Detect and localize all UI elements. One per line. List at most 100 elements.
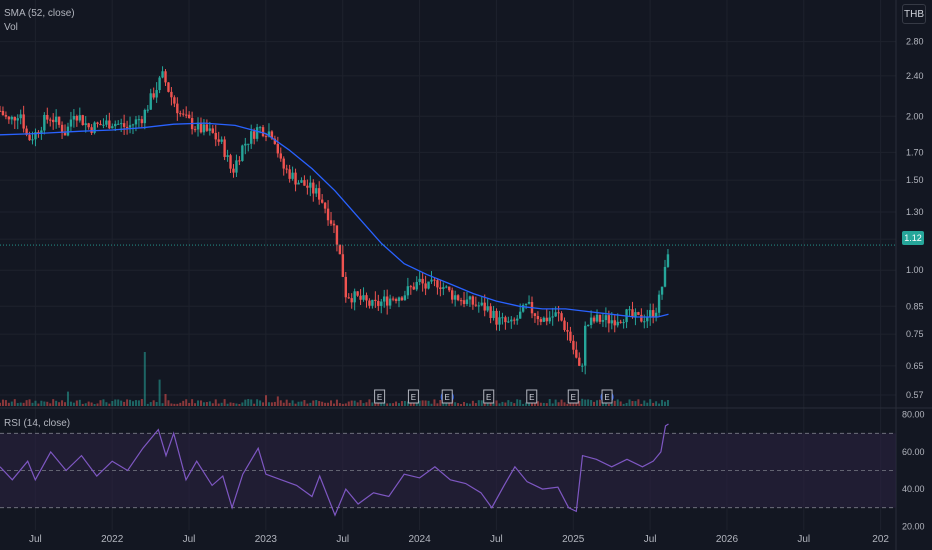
volume-bar bbox=[557, 402, 560, 406]
volume-bar bbox=[324, 402, 327, 406]
volume-bar bbox=[19, 402, 22, 406]
candle-body bbox=[453, 295, 457, 300]
candle-body bbox=[267, 131, 271, 137]
volume-bar bbox=[510, 401, 513, 406]
volume-bar bbox=[587, 399, 590, 406]
volume-bar bbox=[161, 403, 164, 406]
earnings-marker-label: E bbox=[377, 393, 382, 402]
volume-bar bbox=[247, 399, 250, 406]
candle-body bbox=[196, 122, 200, 130]
candle-body bbox=[489, 306, 492, 318]
price-tick-label: 2.40 bbox=[906, 71, 924, 81]
volume-bar bbox=[13, 399, 16, 406]
candle-body bbox=[16, 118, 19, 121]
time-tick-label: 2025 bbox=[562, 534, 585, 545]
price-tick-label: 1.30 bbox=[906, 207, 924, 217]
volume-bar bbox=[217, 403, 220, 406]
volume-bar bbox=[631, 401, 634, 406]
candle-body bbox=[640, 314, 643, 322]
candle-body bbox=[601, 320, 605, 322]
candle-body bbox=[226, 155, 229, 157]
candle-body bbox=[436, 280, 439, 288]
volume-bar bbox=[288, 402, 291, 406]
candle-body bbox=[131, 124, 135, 126]
time-tick-label: Jul bbox=[183, 534, 196, 545]
volume-bar bbox=[282, 402, 285, 406]
candle-body bbox=[170, 91, 173, 98]
time-tick-label: Jul bbox=[644, 534, 657, 545]
earnings-marker bbox=[526, 389, 538, 404]
volume-bar bbox=[90, 402, 93, 406]
candle-body bbox=[235, 160, 238, 173]
candle-body bbox=[326, 208, 330, 221]
candle-body bbox=[40, 130, 43, 134]
volume-bar bbox=[7, 402, 10, 406]
candle-body bbox=[628, 309, 631, 311]
candle-body bbox=[72, 115, 76, 120]
candle-body bbox=[320, 199, 324, 203]
candle-body bbox=[78, 115, 81, 121]
volume-bar bbox=[397, 403, 400, 406]
candle-body bbox=[54, 116, 58, 123]
volume-bar bbox=[93, 403, 96, 406]
volume-bar bbox=[318, 401, 321, 406]
candle-body bbox=[140, 119, 144, 124]
volume-bar bbox=[300, 401, 303, 406]
price-tick-label: 0.65 bbox=[906, 361, 924, 371]
volume-bar bbox=[111, 400, 114, 406]
candle-body bbox=[406, 286, 410, 296]
volume-bar bbox=[640, 403, 643, 406]
price-tick-label: 2.80 bbox=[906, 37, 924, 47]
candle-body bbox=[513, 319, 516, 321]
volume-bar bbox=[460, 403, 463, 406]
candle-body bbox=[637, 312, 640, 315]
volume-bar bbox=[433, 399, 436, 406]
volume-bar bbox=[170, 403, 173, 406]
candle-body bbox=[616, 321, 619, 326]
candle-body bbox=[143, 109, 147, 124]
volume-bar bbox=[105, 402, 108, 406]
volume-bar bbox=[270, 402, 273, 406]
candle-body bbox=[208, 128, 212, 131]
candle-body bbox=[282, 158, 285, 169]
candle-body bbox=[332, 223, 336, 226]
currency-button[interactable]: THB bbox=[902, 4, 926, 24]
candle-body bbox=[371, 299, 374, 306]
volume-bar bbox=[658, 403, 661, 406]
volume-bar bbox=[40, 400, 43, 406]
candle-body bbox=[409, 286, 413, 288]
volume-bar bbox=[590, 400, 593, 406]
volume-bar bbox=[49, 403, 52, 406]
volume-bar bbox=[197, 400, 200, 406]
volume-bar bbox=[52, 399, 55, 406]
volume-bar bbox=[341, 403, 344, 406]
volume-bar bbox=[542, 402, 545, 406]
candle-body bbox=[202, 124, 206, 133]
candle-body bbox=[341, 254, 345, 277]
candle-body bbox=[583, 325, 587, 366]
candle-body bbox=[578, 357, 581, 366]
volume-bar bbox=[495, 400, 498, 406]
candle-body bbox=[329, 220, 333, 224]
candle-body bbox=[654, 312, 658, 317]
candle-body bbox=[548, 317, 551, 322]
candle-body bbox=[380, 301, 383, 306]
volume-bar bbox=[108, 403, 111, 406]
volume-bar bbox=[164, 394, 167, 406]
candle-body bbox=[394, 299, 398, 301]
earnings-marker bbox=[601, 389, 613, 404]
candle-body bbox=[294, 172, 297, 185]
candle-body bbox=[445, 286, 448, 288]
candle-body bbox=[433, 279, 436, 281]
volume-bar bbox=[457, 403, 460, 406]
volume-bar bbox=[16, 403, 19, 406]
candle-body bbox=[448, 286, 451, 291]
volume-bar bbox=[335, 399, 338, 406]
volume-bar bbox=[202, 402, 205, 406]
volume-bar bbox=[259, 400, 262, 406]
earnings-marker-label: E bbox=[571, 393, 576, 402]
candle-body bbox=[119, 123, 123, 125]
volume-bar bbox=[25, 400, 28, 406]
volume-bar bbox=[315, 400, 318, 406]
